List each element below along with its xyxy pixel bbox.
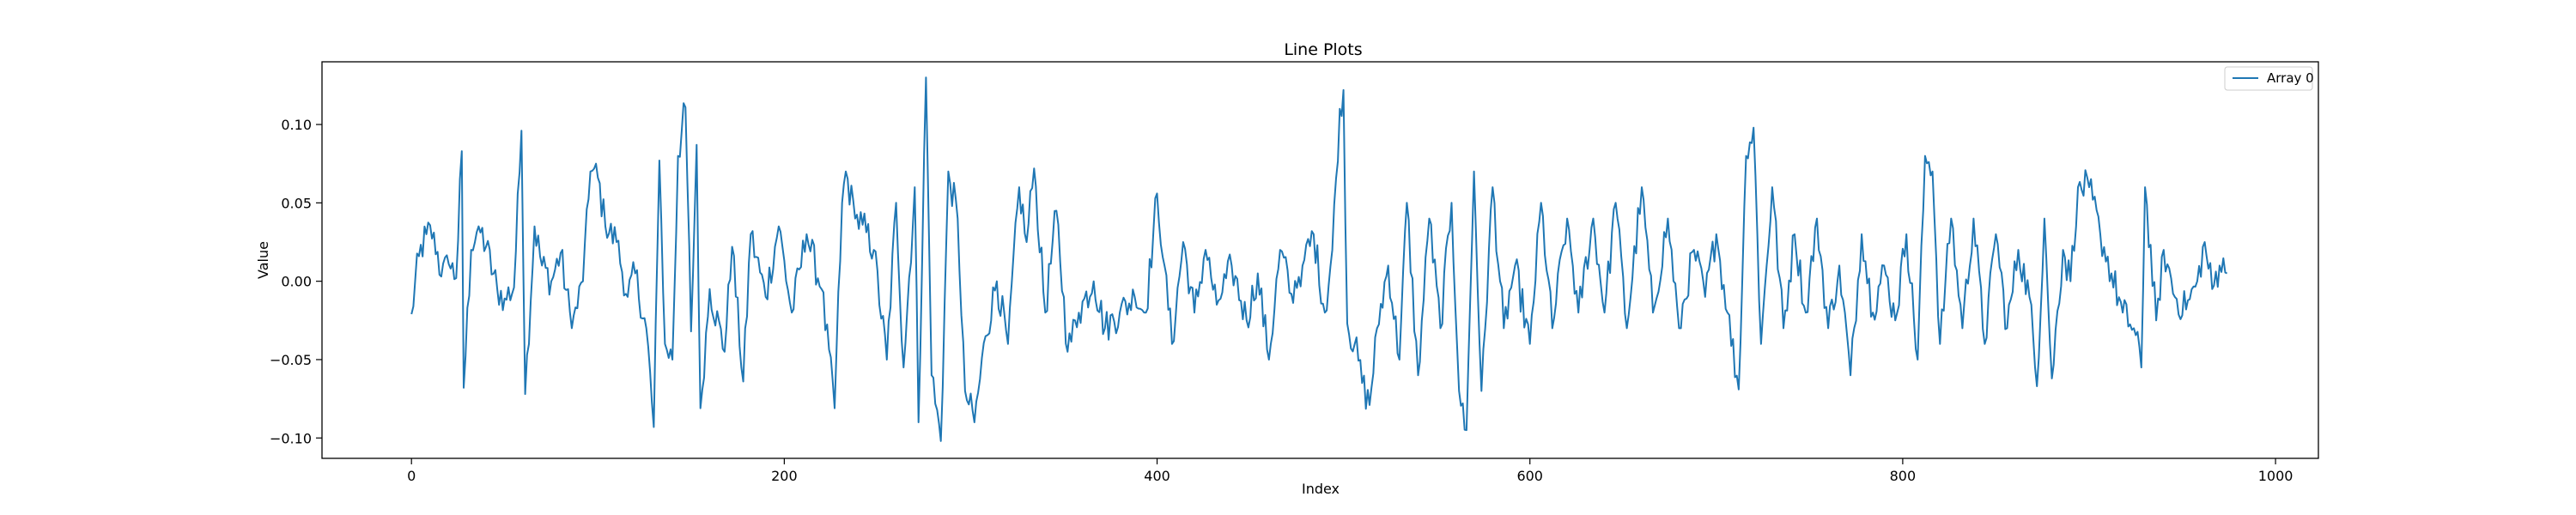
- chart-title: Line Plots: [1284, 40, 1362, 59]
- x-axis-label: Index: [1302, 481, 1340, 497]
- plot-frame: [321, 61, 2319, 459]
- x-tick-label: 400: [1144, 468, 1170, 484]
- series-line-array-0: [410, 76, 2228, 442]
- y-tick-label: 0.05: [281, 195, 312, 211]
- y-tick-label: 0.10: [281, 117, 312, 133]
- x-tick-label: 1000: [2258, 468, 2293, 484]
- y-axis-label: Value: [255, 241, 271, 279]
- y-tick-label: −0.10: [270, 430, 312, 446]
- y-axis-ticks: −0.10 −0.05 0.00 0.05 0.10: [270, 117, 322, 446]
- y-tick-label: 0.00: [281, 274, 312, 290]
- y-tick-label: −0.05: [270, 352, 312, 368]
- x-tick-label: 800: [1890, 468, 1917, 484]
- legend: Array 0: [2224, 66, 2314, 91]
- series-layer: [410, 76, 2228, 442]
- x-tick-label: 600: [1516, 468, 1543, 484]
- x-tick-label: 0: [407, 468, 416, 484]
- legend-box: [2224, 66, 2313, 91]
- legend-label-array-0: Array 0: [2267, 70, 2314, 86]
- x-tick-label: 200: [771, 468, 798, 484]
- x-axis-ticks: 0 200 400 600 800 1000: [407, 458, 2293, 484]
